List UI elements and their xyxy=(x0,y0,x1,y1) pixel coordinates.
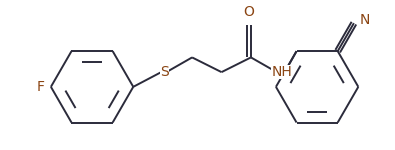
Text: O: O xyxy=(244,5,254,19)
Text: NH: NH xyxy=(271,65,292,79)
Text: F: F xyxy=(37,80,45,94)
Text: N: N xyxy=(360,13,370,27)
Text: S: S xyxy=(160,65,169,79)
